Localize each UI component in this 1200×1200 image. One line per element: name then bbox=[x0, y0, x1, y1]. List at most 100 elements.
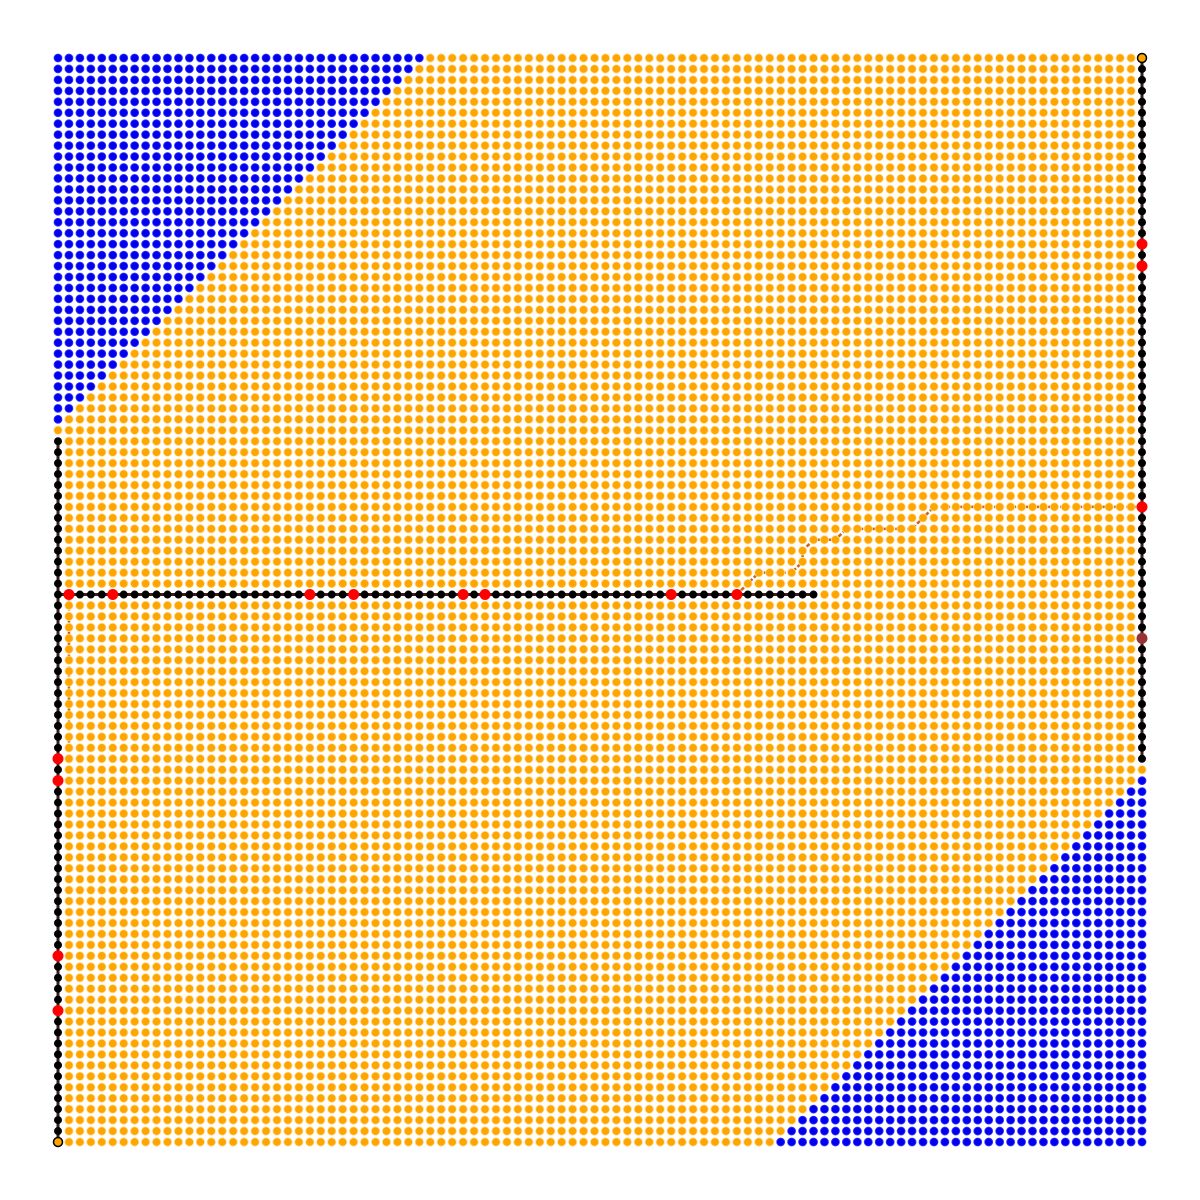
node bbox=[174, 174, 183, 183]
node bbox=[502, 173, 512, 184]
node bbox=[907, 228, 917, 238]
node bbox=[984, 513, 994, 523]
node bbox=[622, 64, 632, 74]
node bbox=[403, 469, 413, 479]
node bbox=[600, 469, 611, 479]
node bbox=[86, 261, 96, 271]
node bbox=[808, 151, 819, 162]
node bbox=[1060, 327, 1070, 337]
node bbox=[414, 162, 424, 173]
node bbox=[469, 469, 479, 479]
node bbox=[1104, 546, 1114, 556]
node bbox=[1060, 338, 1070, 348]
node bbox=[600, 206, 611, 216]
node bbox=[239, 327, 249, 337]
node bbox=[316, 250, 326, 260]
node bbox=[535, 590, 544, 599]
node bbox=[622, 316, 632, 326]
node bbox=[261, 163, 271, 172]
node bbox=[502, 436, 512, 446]
node bbox=[743, 294, 753, 304]
node bbox=[458, 130, 468, 140]
node bbox=[874, 578, 884, 589]
node bbox=[710, 578, 720, 589]
node bbox=[655, 425, 665, 435]
node bbox=[480, 294, 490, 304]
node bbox=[885, 250, 895, 260]
node bbox=[677, 53, 687, 63]
node bbox=[130, 447, 140, 457]
node bbox=[984, 184, 994, 194]
node bbox=[732, 64, 742, 74]
node bbox=[1027, 195, 1038, 205]
node bbox=[359, 578, 370, 589]
node bbox=[392, 261, 403, 271]
node bbox=[830, 513, 841, 523]
node bbox=[546, 151, 556, 162]
node bbox=[1016, 316, 1027, 326]
node bbox=[272, 370, 282, 381]
node bbox=[64, 239, 74, 249]
node bbox=[743, 75, 753, 85]
node bbox=[611, 206, 622, 216]
node bbox=[885, 458, 895, 468]
node bbox=[217, 513, 227, 523]
node bbox=[754, 414, 764, 424]
node bbox=[1138, 535, 1147, 544]
node bbox=[1126, 447, 1136, 457]
node bbox=[272, 491, 282, 501]
node bbox=[349, 469, 359, 479]
node bbox=[349, 425, 359, 435]
node bbox=[239, 447, 249, 457]
node bbox=[1126, 469, 1136, 479]
node bbox=[644, 228, 654, 238]
node bbox=[1115, 119, 1125, 129]
node bbox=[195, 568, 205, 578]
node bbox=[173, 327, 184, 337]
node bbox=[97, 163, 107, 172]
node bbox=[316, 283, 326, 293]
node bbox=[1104, 480, 1114, 490]
node bbox=[1104, 294, 1114, 304]
node bbox=[929, 557, 939, 567]
node bbox=[151, 403, 162, 413]
node bbox=[327, 535, 337, 545]
node bbox=[163, 75, 172, 85]
node bbox=[152, 261, 161, 271]
node bbox=[852, 513, 862, 523]
node bbox=[546, 381, 556, 392]
node bbox=[655, 414, 665, 424]
node bbox=[710, 228, 720, 238]
node bbox=[655, 491, 665, 501]
node bbox=[929, 338, 939, 348]
node bbox=[710, 557, 720, 567]
node bbox=[370, 261, 381, 271]
node bbox=[163, 195, 172, 205]
node bbox=[272, 272, 282, 282]
node bbox=[327, 294, 337, 304]
node bbox=[677, 578, 687, 589]
node bbox=[995, 97, 1005, 107]
node bbox=[973, 151, 983, 162]
node bbox=[1115, 86, 1125, 96]
node bbox=[327, 381, 337, 392]
node bbox=[480, 370, 490, 381]
node bbox=[141, 174, 150, 183]
node bbox=[633, 316, 643, 326]
node bbox=[184, 403, 194, 413]
node bbox=[1138, 360, 1147, 369]
node bbox=[776, 261, 786, 271]
node bbox=[1126, 151, 1136, 162]
node bbox=[557, 359, 567, 370]
node bbox=[962, 513, 972, 523]
node bbox=[787, 195, 797, 205]
node bbox=[184, 86, 194, 96]
node bbox=[633, 108, 643, 118]
node bbox=[403, 294, 413, 304]
node bbox=[338, 359, 348, 370]
node bbox=[108, 86, 118, 96]
node bbox=[589, 327, 600, 337]
node bbox=[929, 228, 939, 238]
node bbox=[86, 590, 95, 599]
node bbox=[359, 568, 370, 578]
